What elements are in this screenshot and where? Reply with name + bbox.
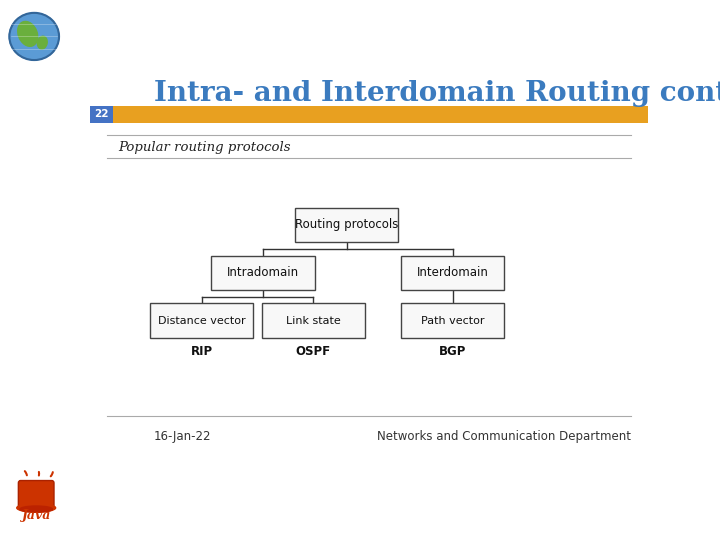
Text: Java: Java [22, 509, 51, 522]
Text: BGP: BGP [439, 345, 467, 358]
Text: Intradomain: Intradomain [227, 266, 299, 279]
Text: 22: 22 [94, 109, 109, 119]
Circle shape [9, 13, 59, 60]
Text: Link state: Link state [286, 315, 341, 326]
Bar [90, 105, 648, 123]
Text: RIP: RIP [191, 345, 212, 358]
Ellipse shape [17, 503, 55, 512]
Text: Routing protocols: Routing protocols [295, 218, 398, 231]
FancyBboxPatch shape [401, 255, 504, 290]
Text: Networks and Communication Department: Networks and Communication Department [377, 430, 631, 443]
Text: Interdomain: Interdomain [417, 266, 489, 279]
Text: Popular routing protocols: Popular routing protocols [118, 141, 290, 154]
FancyBboxPatch shape [212, 255, 315, 290]
Ellipse shape [20, 506, 53, 512]
FancyBboxPatch shape [401, 303, 504, 338]
Text: Distance vector: Distance vector [158, 315, 246, 326]
FancyBboxPatch shape [261, 303, 365, 338]
FancyBboxPatch shape [19, 481, 54, 509]
Text: Path vector: Path vector [421, 315, 485, 326]
FancyBboxPatch shape [150, 303, 253, 338]
Text: Intra- and Interdomain Routing cont.: Intra- and Interdomain Routing cont. [154, 80, 720, 107]
FancyBboxPatch shape [295, 208, 398, 242]
Text: OSPF: OSPF [296, 345, 330, 358]
Ellipse shape [37, 36, 48, 49]
Bar [90, 105, 114, 123]
Text: 16-Jan-22: 16-Jan-22 [154, 430, 212, 443]
Ellipse shape [18, 22, 37, 46]
